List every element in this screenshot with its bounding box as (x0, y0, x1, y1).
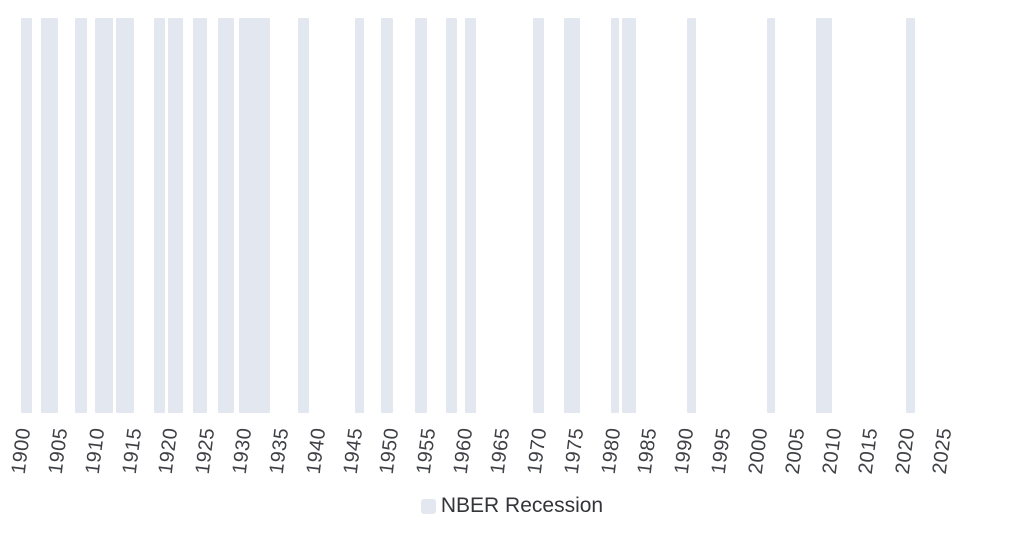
recession-band (446, 18, 457, 413)
x-tick-label: 2010 (818, 426, 846, 476)
legend-item-nber-recession[interactable]: NBER Recession (420, 494, 604, 518)
x-tick-label: 1950 (376, 426, 404, 476)
recession-band (154, 18, 166, 413)
recession-band (297, 18, 309, 413)
recession-band (766, 18, 775, 413)
recession-band (621, 18, 637, 413)
recession-band (355, 18, 364, 413)
recession-band (464, 18, 476, 413)
recession-band (115, 18, 135, 413)
x-tick-label: 1975 (560, 426, 588, 476)
x-tick-label: 1910 (81, 426, 110, 476)
recession-band (40, 18, 59, 413)
recession-band (816, 18, 833, 413)
x-tick-label: 1930 (228, 426, 257, 476)
legend-swatch-icon (420, 498, 436, 514)
recession-band (380, 18, 394, 413)
recession-band (75, 18, 87, 413)
x-tick-label: 1970 (523, 426, 552, 476)
recession-band (414, 18, 427, 413)
x-tick-label: 2020 (891, 426, 920, 476)
x-tick-label: 1985 (634, 426, 662, 476)
x-tick-label: 1935 (265, 426, 294, 476)
x-tick-label: 1980 (597, 426, 625, 476)
x-tick-label: 1995 (707, 426, 736, 476)
x-tick-label: 1960 (449, 426, 478, 476)
x-tick-label: 1940 (302, 426, 331, 476)
recession-band (610, 18, 620, 413)
x-tick-label: 1955 (413, 426, 441, 476)
x-tick-label: 2025 (928, 426, 957, 476)
legend: NBER Recession (0, 494, 1024, 518)
x-tick-label: 1965 (486, 426, 515, 476)
recession-band (687, 18, 697, 413)
x-tick-label: 1920 (155, 426, 183, 476)
recession-band (21, 18, 33, 413)
x-tick-label: 2005 (781, 426, 809, 476)
x-tick-label: 1925 (192, 426, 220, 476)
legend-label: NBER Recession (440, 494, 604, 517)
x-tick-label: 2015 (855, 426, 883, 476)
recession-band (168, 18, 183, 413)
recession-band (533, 18, 545, 413)
recession-band (95, 18, 113, 413)
recession-band (239, 18, 270, 413)
recession-band (193, 18, 207, 413)
x-tick-label: 1915 (118, 426, 146, 476)
recession-band (564, 18, 581, 413)
x-tick-label: 1900 (7, 426, 36, 476)
x-tick-label: 1905 (44, 426, 73, 476)
x-tick-label: 1990 (670, 426, 699, 476)
x-tick-label: 2000 (744, 426, 773, 476)
recession-band (218, 18, 234, 413)
recession-band (906, 18, 915, 413)
x-tick-label: 1945 (339, 426, 367, 476)
